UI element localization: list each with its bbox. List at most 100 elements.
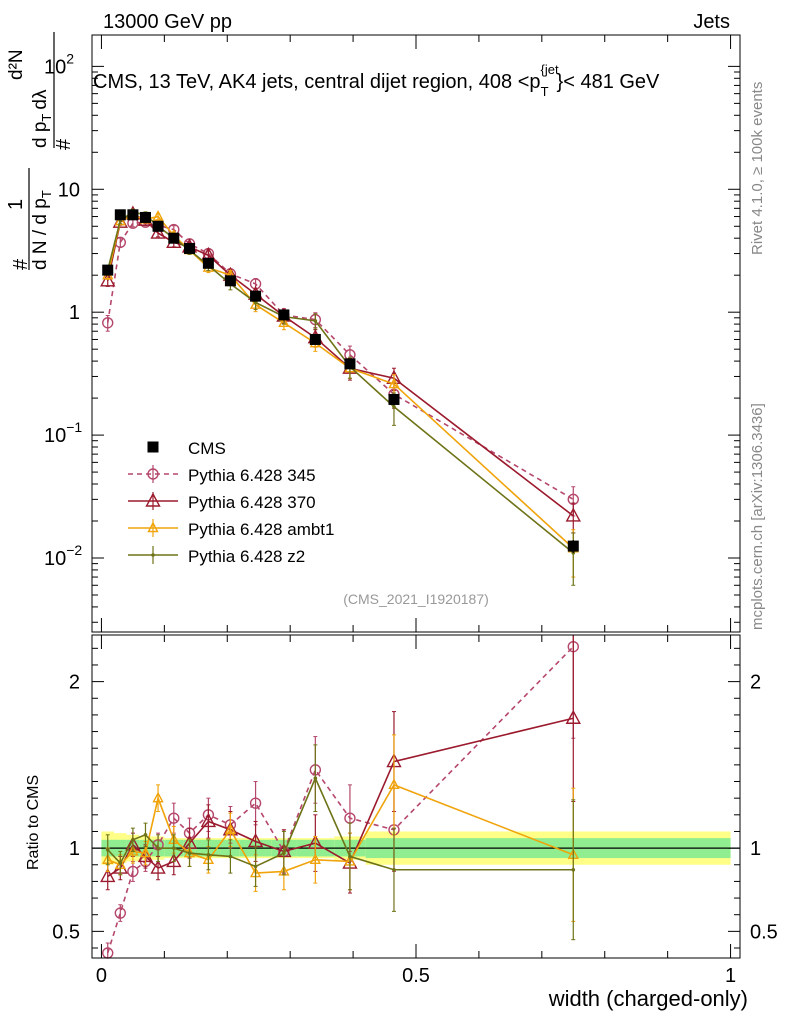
chart-title-sup: {jet bbox=[541, 62, 559, 77]
ratio-point bbox=[282, 851, 286, 855]
ratio-point bbox=[249, 797, 262, 809]
ratio-y-tick-label-right: 2 bbox=[750, 672, 761, 694]
y-tick-label: 10−2 bbox=[44, 542, 82, 570]
ratio-point bbox=[565, 709, 581, 724]
legend-entry: Pythia 6.428 ambt1 bbox=[128, 519, 334, 539]
ratio-ylabel: Ratio to CMS bbox=[25, 775, 42, 870]
data-point bbox=[168, 232, 180, 244]
series-line bbox=[106, 213, 574, 517]
ratio-point bbox=[118, 861, 123, 865]
legend-label: Pythia 6.428 345 bbox=[188, 466, 316, 485]
y-tick-label: 10 bbox=[58, 179, 80, 201]
data-point bbox=[150, 224, 166, 239]
legend-entry: Pythia 6.428 370 bbox=[128, 492, 316, 512]
ratio-point bbox=[114, 907, 127, 919]
ratio-series-pythia-6-428-z2 bbox=[105, 744, 576, 941]
data-point bbox=[114, 214, 126, 226]
data-point bbox=[567, 540, 579, 552]
data-point bbox=[392, 404, 396, 409]
side-mcplots-label: mcplots.cern.ch [arXiv:1306.3436] bbox=[749, 403, 766, 630]
ratio-point bbox=[200, 813, 217, 828]
data-point bbox=[102, 264, 114, 276]
ratio-point bbox=[206, 852, 211, 857]
ylabel-den-1: d N / d pT bbox=[30, 190, 54, 270]
ratio-point bbox=[253, 864, 258, 869]
ratio-point bbox=[143, 832, 148, 837]
data-point bbox=[114, 209, 126, 221]
header-right: Jets bbox=[693, 11, 730, 33]
data-point bbox=[313, 319, 318, 323]
data-point bbox=[309, 333, 321, 345]
ratio-point bbox=[348, 854, 352, 859]
legend: CMS Pythia 6.428 345 Pythia 6.428 370 Pythi… bbox=[128, 439, 334, 566]
ratio-point bbox=[105, 847, 110, 852]
ratio-panel: 0.5 0.5 1 1 2 2 0 0.5 1 Ratio to CMS bbox=[25, 634, 778, 987]
ylabel-num-2: d²N bbox=[6, 49, 27, 80]
legend-label: Pythia 6.428 ambt1 bbox=[188, 520, 334, 539]
ratio-series-pythia-6-428-345 bbox=[102, 634, 579, 959]
legend-marker bbox=[151, 553, 155, 557]
data-point bbox=[139, 211, 151, 223]
ratio-point bbox=[152, 791, 164, 803]
ratio-axes: 0.5 0.5 1 1 2 2 0 0.5 1 bbox=[52, 635, 778, 987]
ratio-point bbox=[309, 853, 322, 864]
data-point bbox=[152, 220, 164, 232]
data-point bbox=[100, 272, 116, 287]
chart-title-end: }< 481 GeV bbox=[557, 71, 661, 93]
ratio-point bbox=[392, 867, 396, 872]
data-point bbox=[278, 309, 290, 321]
series-line bbox=[106, 211, 574, 554]
legend-marker bbox=[147, 468, 159, 480]
ratio-frame bbox=[91, 634, 741, 959]
ratio-point bbox=[127, 865, 139, 878]
data-point bbox=[278, 316, 290, 327]
ratio-point bbox=[388, 778, 400, 790]
ratio-series-layer bbox=[100, 634, 581, 959]
data-point bbox=[152, 210, 164, 221]
data-point bbox=[565, 507, 581, 522]
ratio-point bbox=[166, 852, 182, 868]
side-rivet-label: Rivet 4.1.0, ≥ 100k events bbox=[749, 82, 766, 255]
data-point bbox=[388, 393, 400, 405]
legend-marker bbox=[147, 441, 159, 453]
data-point bbox=[127, 209, 139, 221]
legend-entry: Pythia 6.428 z2 bbox=[128, 546, 305, 566]
ratio-point bbox=[187, 851, 192, 855]
ratio-series-pythia-6-428-ambt1 bbox=[102, 734, 579, 922]
data-point bbox=[250, 290, 262, 302]
x-tick-label: 0.5 bbox=[402, 965, 430, 987]
ratio-point bbox=[313, 776, 318, 780]
ratio-point bbox=[171, 846, 176, 850]
chart-title-sub: T bbox=[541, 84, 549, 99]
legend-entry: Pythia 6.428 345 bbox=[128, 465, 316, 485]
main-panel: 102 10 1 10−1 10−2 CMS, 13 TeV, AK4 jets, ce… bbox=[44, 34, 741, 633]
ratio-y-tick-label-right: 0.5 bbox=[750, 921, 778, 943]
x-tick-label: 0 bbox=[96, 965, 107, 987]
analysis-id: (CMS_2021_I1920187) bbox=[343, 591, 489, 607]
data-point bbox=[344, 358, 356, 370]
main-ylabel: # 1 d N / d pT # d²N d pTdλ bbox=[5, 32, 75, 270]
ylabel-den-2: d pTdλ bbox=[30, 89, 54, 148]
x-tick-label: 1 bbox=[725, 965, 736, 987]
y-tick-label: 102 bbox=[44, 50, 74, 78]
ratio-point bbox=[156, 846, 160, 850]
ylabel-hash-2: # bbox=[53, 138, 75, 150]
data-point bbox=[184, 242, 196, 254]
ylabel-hash-1: # bbox=[10, 258, 32, 270]
ratio-point bbox=[224, 823, 237, 834]
series-line bbox=[106, 221, 574, 501]
legend-label: Pythia 6.428 z2 bbox=[188, 547, 305, 566]
data-point bbox=[388, 377, 400, 389]
ratio-point bbox=[150, 859, 166, 874]
series-pythia-6-428-370 bbox=[100, 205, 581, 534]
series-pythia-6-428-ambt1 bbox=[102, 209, 579, 578]
series-pythia-6-428-345 bbox=[102, 216, 579, 517]
ratio-point bbox=[131, 837, 135, 842]
chart-title-main: CMS, 13 TeV, AK4 jets, central dijet reg… bbox=[93, 71, 541, 93]
main-series-layer bbox=[100, 205, 581, 586]
header-left: 13000 GeV pp bbox=[103, 11, 232, 33]
legend-label: Pythia 6.428 370 bbox=[188, 493, 316, 512]
ratio-point bbox=[228, 854, 233, 859]
series-pythia-6-428-z2 bbox=[105, 208, 576, 586]
